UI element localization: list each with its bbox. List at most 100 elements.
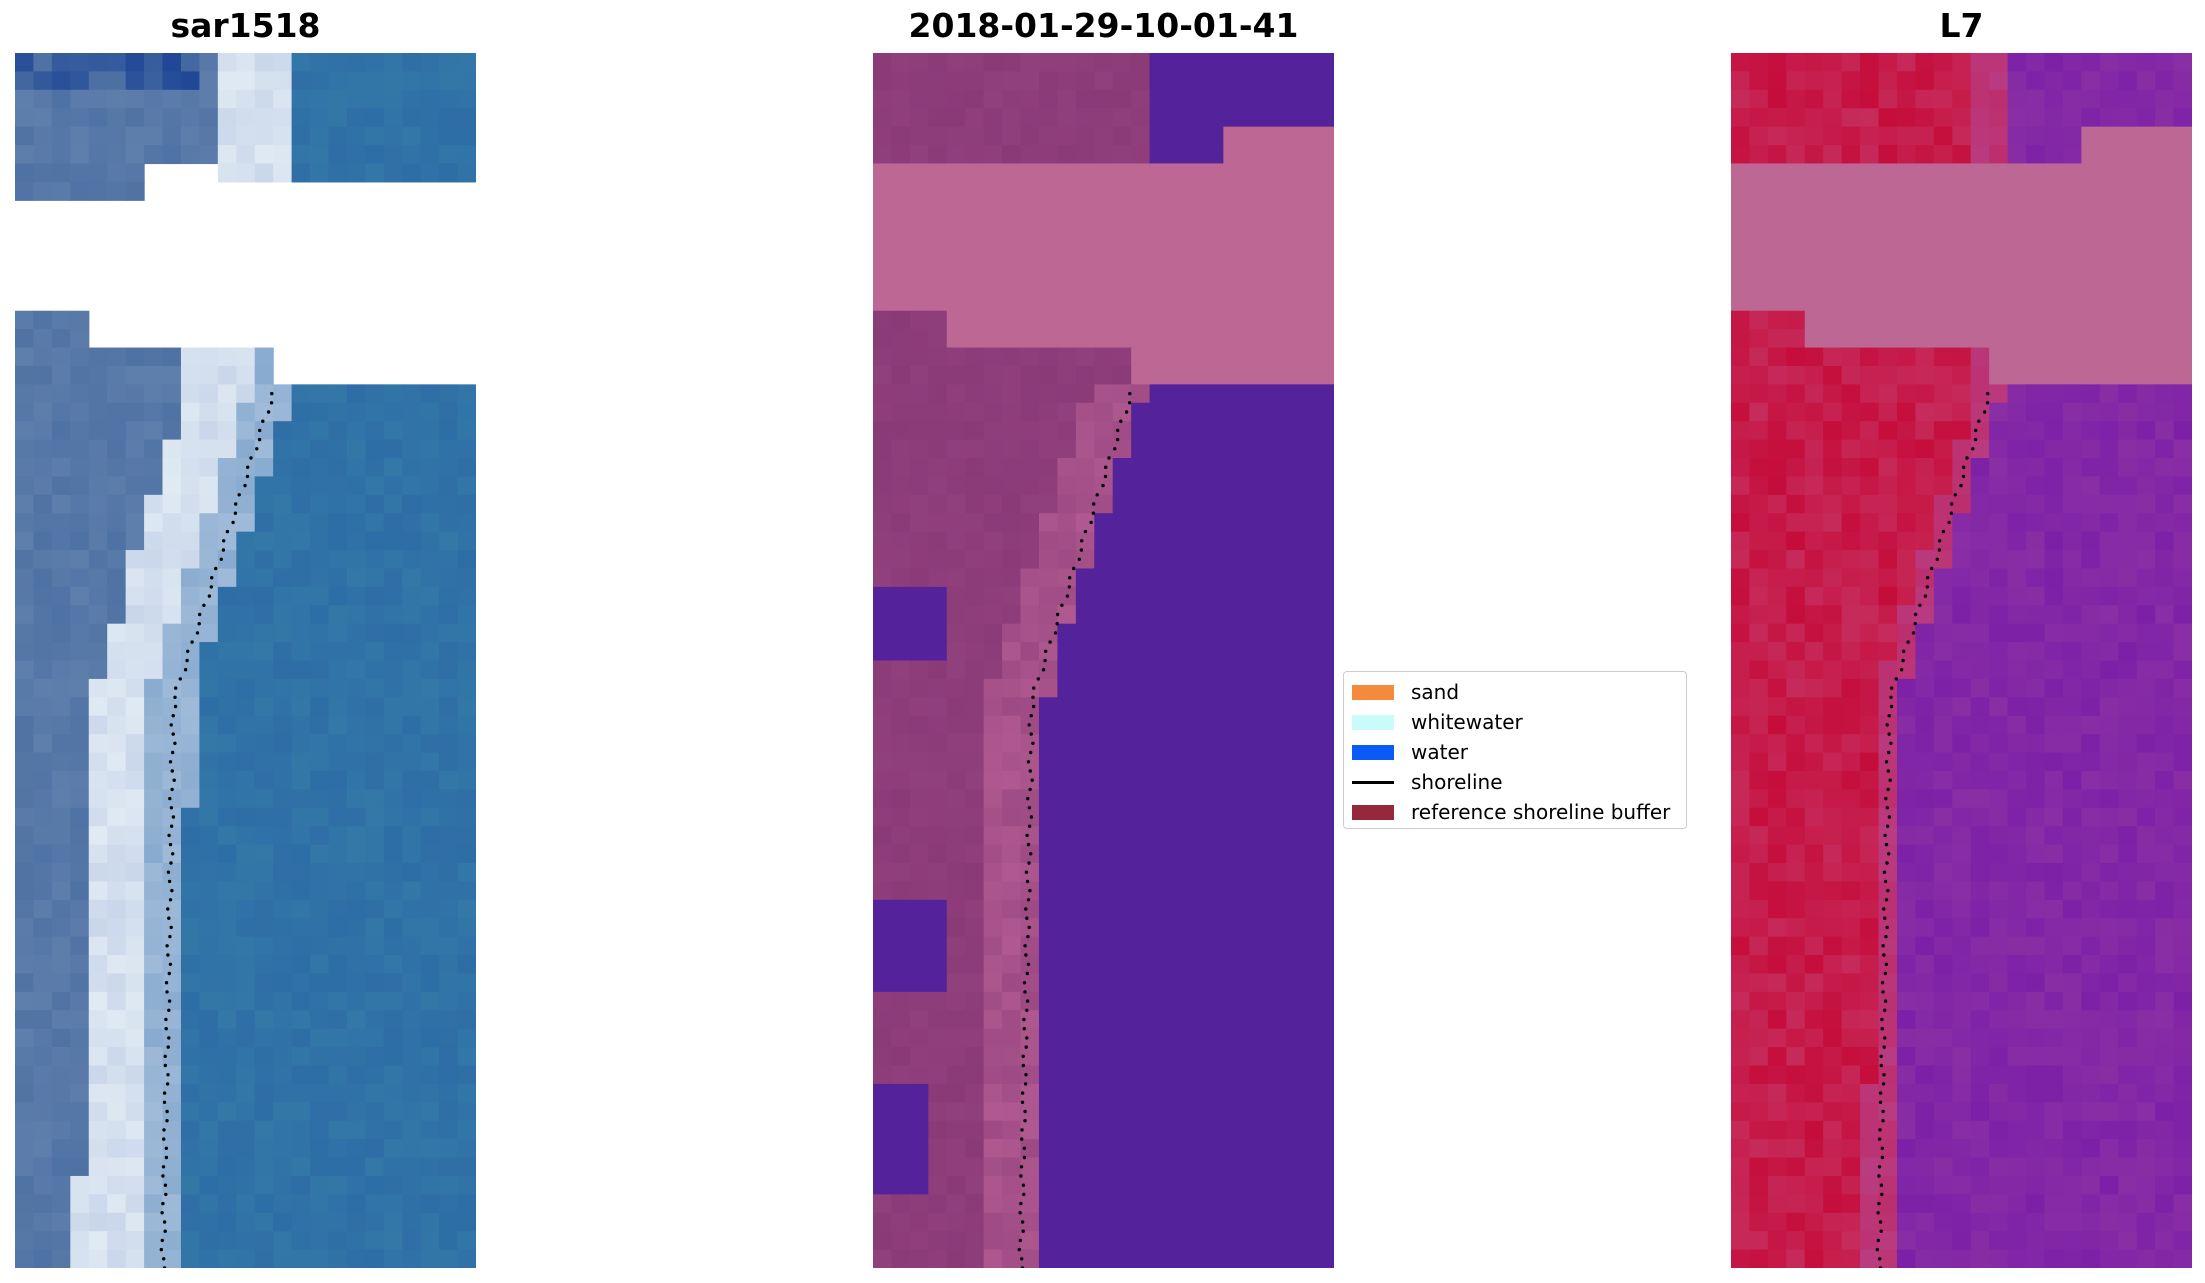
class-pixel: [1297, 955, 1317, 975]
class-pixel: [1223, 550, 1243, 570]
class-pixel: [1241, 458, 1261, 478]
class-pixel: [1149, 439, 1169, 459]
class-pixel: [909, 586, 929, 606]
class-pixel: [928, 1120, 948, 1140]
class-pixel: [1315, 273, 1334, 293]
rgb-pixel: [365, 899, 385, 919]
rgb-pixel: [70, 1047, 90, 1067]
shoreline-point: [1026, 934, 1030, 939]
class-pixel: [1094, 163, 1114, 183]
class-pixel: [1075, 365, 1095, 385]
index-pixel: [2081, 918, 2101, 938]
class-pixel: [1112, 476, 1132, 496]
index-pixel: [1786, 863, 1806, 883]
class-pixel: [946, 678, 966, 698]
class-pixel: [1002, 1139, 1022, 1159]
rgb-pixel: [291, 1212, 311, 1232]
class-pixel: [1186, 1010, 1206, 1030]
rgb-pixel: [15, 678, 35, 698]
rgb-pixel: [328, 586, 348, 606]
index-pixel: [1860, 237, 1880, 257]
index-pixel: [1952, 89, 1972, 109]
rgb-pixel: [70, 365, 90, 385]
class-pixel: [965, 1010, 985, 1030]
class-pixel: [1260, 126, 1280, 146]
index-pixel: [1989, 918, 2009, 938]
class-pixel: [909, 1047, 929, 1067]
rgb-pixel: [457, 384, 476, 404]
index-pixel: [1804, 826, 1824, 846]
rgb-pixel: [457, 734, 476, 754]
index-pixel: [2136, 237, 2156, 257]
rgb-pixel: [107, 844, 127, 864]
class-pixel: [1297, 439, 1317, 459]
rgb-pixel: [439, 789, 459, 809]
class-pixel: [1168, 586, 1188, 606]
rgb-pixel: [365, 770, 385, 790]
class-pixel: [1094, 973, 1114, 993]
rgb-pixel: [420, 1065, 440, 1085]
rgb-pixel: [457, 89, 476, 109]
index-pixel: [1915, 163, 1935, 183]
index-pixel: [1970, 734, 1990, 754]
rgb-pixel: [383, 770, 403, 790]
rgb-pixel: [254, 734, 274, 754]
class-pixel: [1241, 384, 1261, 404]
rgb-pixel: [88, 752, 108, 772]
rgb-pixel: [383, 678, 403, 698]
class-pixel: [946, 71, 966, 91]
index-pixel: [1896, 586, 1916, 606]
class-pixel: [1038, 605, 1058, 625]
rgb-pixel: [346, 458, 366, 478]
rgb-pixel: [236, 734, 256, 754]
class-pixel: [1297, 770, 1317, 790]
class-pixel: [1186, 623, 1206, 643]
class-pixel: [1168, 918, 1188, 938]
index-pixel: [1767, 494, 1787, 514]
class-pixel: [1241, 844, 1261, 864]
shoreline-point: [1020, 1220, 1025, 1224]
rgb-pixel: [236, 1157, 256, 1177]
rgb-pixel: [125, 973, 145, 993]
class-pixel: [1260, 89, 1280, 109]
class-pixel: [873, 1157, 893, 1177]
rgb-pixel: [365, 1028, 385, 1048]
class-pixel: [1315, 126, 1334, 146]
index-pixel: [2044, 734, 2064, 754]
index-pixel: [2099, 734, 2119, 754]
class-pixel: [946, 329, 966, 349]
rgb-pixel: [439, 881, 459, 901]
index-pixel: [2118, 991, 2138, 1011]
index-pixel: [2118, 1212, 2138, 1232]
class-pixel: [1297, 1157, 1317, 1177]
index-pixel: [1804, 145, 1824, 165]
index-pixel: [2155, 1157, 2175, 1177]
index-pixel: [2081, 844, 2101, 864]
rgb-pixel: [310, 826, 330, 846]
index-pixel: [2026, 1157, 2046, 1177]
class-pixel: [1038, 1047, 1058, 1067]
index-pixel: [1731, 568, 1751, 588]
class-pixel: [1094, 899, 1114, 919]
class-pixel: [1260, 550, 1280, 570]
index-pixel: [2136, 1175, 2156, 1195]
rgb-pixel: [420, 1175, 440, 1195]
class-pixel: [1278, 365, 1298, 385]
index-pixel: [2173, 991, 2192, 1011]
index-pixel: [1767, 513, 1787, 533]
index-pixel: [2044, 310, 2064, 330]
index-pixel: [2118, 365, 2138, 385]
rgb-pixel: [15, 476, 35, 496]
index-pixel: [2026, 678, 2046, 698]
rgb-pixel: [328, 807, 348, 827]
class-pixel: [1038, 292, 1058, 312]
index-pixel: [1804, 568, 1824, 588]
rgb-pixel: [383, 899, 403, 919]
class-pixel: [1075, 384, 1095, 404]
index-pixel: [2099, 476, 2119, 496]
class-pixel: [1112, 1175, 1132, 1195]
rgb-pixel: [15, 826, 35, 846]
class-pixel: [1020, 310, 1040, 330]
index-pixel: [2026, 955, 2046, 975]
class-pixel: [1094, 494, 1114, 514]
